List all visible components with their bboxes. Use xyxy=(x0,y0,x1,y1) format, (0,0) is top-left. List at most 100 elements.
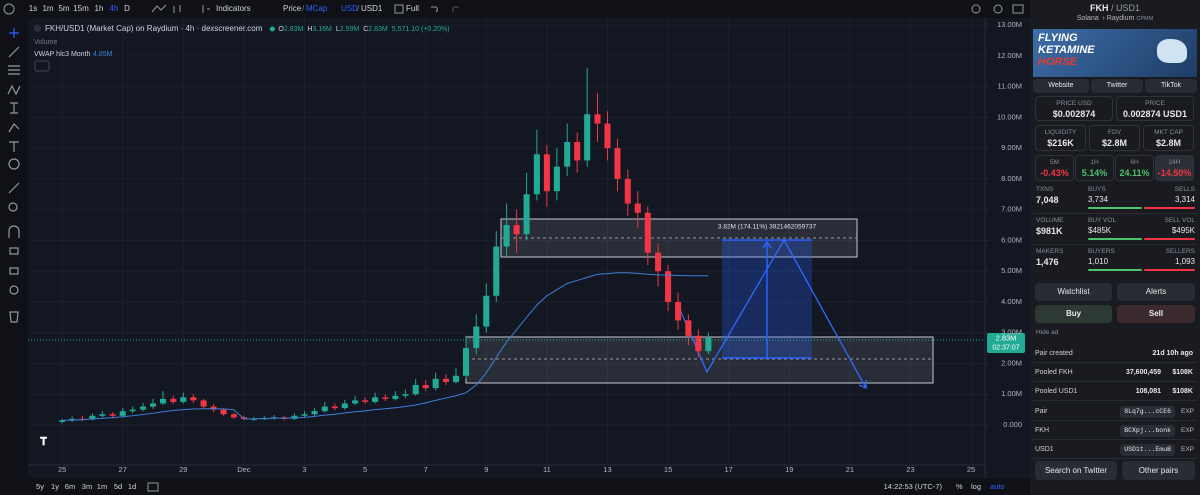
log-toggle[interactable]: log xyxy=(971,482,981,491)
activity-b: 3,314 xyxy=(1174,195,1195,204)
address-chip[interactable]: BCXpj...bonk xyxy=(1120,425,1175,437)
fib-tool[interactable] xyxy=(8,65,20,75)
range-button[interactable]: 6m xyxy=(65,482,75,491)
stat-box: PRICE USD $0.002874 xyxy=(1035,96,1113,121)
search-icon[interactable] xyxy=(971,4,981,14)
link-button[interactable]: Website xyxy=(1033,79,1089,93)
activity-b-label: SELLS xyxy=(1174,186,1195,193)
snapshot-icon[interactable] xyxy=(1012,4,1024,14)
chart-type-icon[interactable] xyxy=(151,4,167,13)
link-button[interactable]: Twitter xyxy=(1091,79,1143,93)
projection-path xyxy=(677,238,867,389)
chart-bg xyxy=(0,0,1030,495)
search-twitter-button[interactable]: Search on Twitter xyxy=(1035,461,1117,480)
auto-toggle[interactable]: auto xyxy=(990,482,1005,491)
hide-ad[interactable]: Hide ad xyxy=(1036,329,1059,336)
date-range-icon[interactable] xyxy=(147,482,159,492)
bars-icon[interactable] xyxy=(173,5,181,13)
interval-button[interactable]: D xyxy=(124,4,130,13)
crosshair-tool[interactable] xyxy=(9,28,19,38)
candle-body xyxy=(493,246,500,296)
chart-area: 3.82M (174.11%) 3821462059737 2.83M 02:3… xyxy=(0,0,1030,495)
candle-body xyxy=(564,141,571,167)
visibility-tool[interactable] xyxy=(9,285,19,295)
range-button[interactable]: 5y xyxy=(36,482,44,491)
watchlist-button[interactable]: Watchlist xyxy=(1035,283,1112,301)
emoji-tool[interactable] xyxy=(8,158,20,170)
undo-icon[interactable] xyxy=(431,6,438,13)
address-row: FKH BCXpj...bonk EXP xyxy=(1033,423,1197,440)
range-button[interactable]: 3m xyxy=(82,482,92,491)
fullscreen-icon[interactable] xyxy=(394,4,404,14)
candle-body xyxy=(553,166,560,192)
stat-value: $2.8M xyxy=(1155,138,1181,148)
text-tool[interactable] xyxy=(9,141,19,152)
zoom-tool[interactable] xyxy=(8,202,18,212)
activity-a-label: BUYS xyxy=(1088,186,1106,193)
activity-label: MAKERS xyxy=(1036,248,1064,255)
ruler-tool[interactable] xyxy=(8,182,20,194)
trendline-tool[interactable] xyxy=(8,46,20,58)
candle-body xyxy=(503,225,510,247)
projection-tool[interactable] xyxy=(10,102,18,114)
candle-body xyxy=(89,415,96,420)
interval-button[interactable]: 1m xyxy=(42,4,53,13)
percent-toggle[interactable]: % xyxy=(956,482,963,491)
banner-line: KETAMINE xyxy=(1038,44,1095,56)
stat-box: 1H 5.14% xyxy=(1075,155,1114,181)
address-chip[interactable]: USD1t...EmuB xyxy=(1120,444,1175,456)
add-symbol-icon[interactable] xyxy=(3,3,15,15)
range-button[interactable]: 1d xyxy=(128,482,136,491)
lock-tool[interactable] xyxy=(9,247,19,255)
candle-body xyxy=(352,400,359,404)
interval-button[interactable]: 5m xyxy=(58,4,69,13)
range-button[interactable]: 5d xyxy=(114,482,122,491)
pattern-tool[interactable] xyxy=(7,84,21,96)
explorer-link[interactable]: EXP xyxy=(1180,408,1194,415)
collapse-legend[interactable] xyxy=(34,60,50,72)
full-button[interactable]: Full xyxy=(406,4,419,13)
magnet-tool[interactable] xyxy=(8,225,20,238)
lock-all-tool[interactable] xyxy=(9,267,19,275)
currency-button[interactable]: USD xyxy=(341,4,358,13)
alerts-button[interactable]: Alerts xyxy=(1117,283,1195,301)
settings-icon[interactable] xyxy=(993,4,1003,14)
pooled-usd: $108K xyxy=(1172,369,1193,376)
chain: Solana xyxy=(1076,15,1099,22)
range-button[interactable]: 1m xyxy=(97,482,107,491)
candle-body xyxy=(129,409,136,412)
stat-box: 6H 24.11% xyxy=(1115,155,1154,181)
y-tick-label: 6.00M xyxy=(1001,235,1022,244)
indicators-button[interactable]: Indicators xyxy=(216,4,251,13)
explorer-link[interactable]: EXP xyxy=(1180,446,1194,453)
price-button[interactable]: Price xyxy=(283,4,302,13)
delete-tool[interactable] xyxy=(9,311,19,323)
candle-body xyxy=(604,123,611,149)
volume-label: Volume xyxy=(34,39,57,46)
interval-button[interactable]: 4h xyxy=(110,4,119,13)
candle-body xyxy=(321,406,328,412)
brush-tool[interactable] xyxy=(8,123,20,133)
range-button[interactable]: 1y xyxy=(51,482,59,491)
x-tick-label: 7 xyxy=(424,465,428,474)
redo-icon[interactable] xyxy=(452,6,459,13)
other-pairs-button[interactable]: Other pairs xyxy=(1122,461,1195,480)
buy-button[interactable]: Buy xyxy=(1035,305,1112,323)
mcap-button[interactable]: MCap xyxy=(306,4,328,13)
interval-button[interactable]: 15m xyxy=(73,4,89,13)
interval-button[interactable]: 1s xyxy=(29,4,37,13)
link-button[interactable]: TikTok xyxy=(1145,79,1197,93)
info-label: Pair created xyxy=(1035,350,1073,357)
quote-button[interactable]: USD1 xyxy=(361,4,383,13)
y-tick-label: 0.000 xyxy=(1003,420,1022,429)
candle-body xyxy=(341,403,348,409)
explorer-link[interactable]: EXP xyxy=(1180,427,1194,434)
candle-body xyxy=(170,398,177,402)
ohlc-value: 3.16M xyxy=(312,26,332,33)
address-chip[interactable]: 8Lq7g...cCE6 xyxy=(1120,406,1175,418)
candle-body xyxy=(301,414,308,416)
indicators-icon[interactable] xyxy=(202,5,210,13)
interval-button[interactable]: 1h xyxy=(95,4,104,13)
sell-button[interactable]: Sell xyxy=(1117,305,1195,323)
candle-body xyxy=(513,225,520,235)
